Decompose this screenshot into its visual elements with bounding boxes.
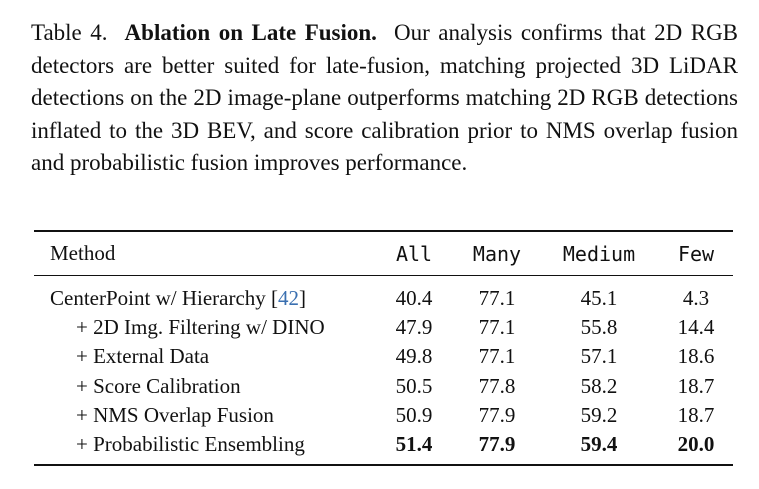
cell-many: 77.9 [478, 432, 516, 456]
cell-medium: 45.1 [580, 286, 618, 310]
cell-many: 77.1 [478, 344, 516, 368]
caption-text: Our analysis confirms that 2D RGB detect… [31, 20, 739, 175]
cell-medium: 55.8 [580, 315, 618, 339]
cell-many: 77.1 [478, 286, 516, 310]
cell-few: 20.0 [677, 432, 715, 456]
cell-few: 18.7 [677, 403, 715, 427]
header-many: Many [472, 242, 522, 266]
cell-medium: 58.2 [580, 374, 618, 398]
header-medium: Medium [562, 242, 636, 266]
cell-medium: 57.1 [580, 344, 618, 368]
cell-few: 18.7 [677, 374, 715, 398]
cell-all: 51.4 [395, 432, 433, 456]
cell-all: 40.4 [395, 286, 433, 310]
table-header-rule [34, 275, 733, 276]
caption-label: Table 4. [31, 20, 108, 45]
row-method: + NMS Overlap Fusion [76, 403, 274, 427]
cell-few: 4.3 [682, 286, 710, 310]
row-method: + Probabilistic Ensembling [76, 432, 305, 456]
header-method: Method [50, 241, 116, 265]
row-method: + External Data [76, 344, 210, 368]
table-caption: Table 4. Ablation on Late Fusion. Our an… [31, 17, 738, 180]
row-method: + 2D Img. Filtering w/ DINO [76, 315, 325, 339]
header-few: Few [677, 242, 715, 266]
cell-all: 50.9 [395, 403, 433, 427]
citation-link[interactable]: 42 [278, 286, 300, 310]
table-bottom-rule [34, 464, 733, 466]
cell-few: 18.6 [677, 344, 715, 368]
header-all: All [395, 242, 433, 266]
cell-few: 14.4 [677, 315, 715, 339]
cell-many: 77.8 [478, 374, 516, 398]
cell-medium: 59.4 [580, 432, 618, 456]
cell-many: 77.1 [478, 315, 516, 339]
cell-many: 77.9 [478, 403, 516, 427]
row-method: + Score Calibration [76, 374, 241, 398]
cell-all: 50.5 [395, 374, 433, 398]
table-top-rule [34, 230, 733, 232]
cell-all: 47.9 [395, 315, 433, 339]
caption-title: Ablation on Late Fusion. [124, 20, 377, 45]
row-method: CenterPoint w/ Hierarchy [42] [50, 286, 307, 310]
cell-medium: 59.2 [580, 403, 618, 427]
cell-all: 49.8 [395, 344, 433, 368]
